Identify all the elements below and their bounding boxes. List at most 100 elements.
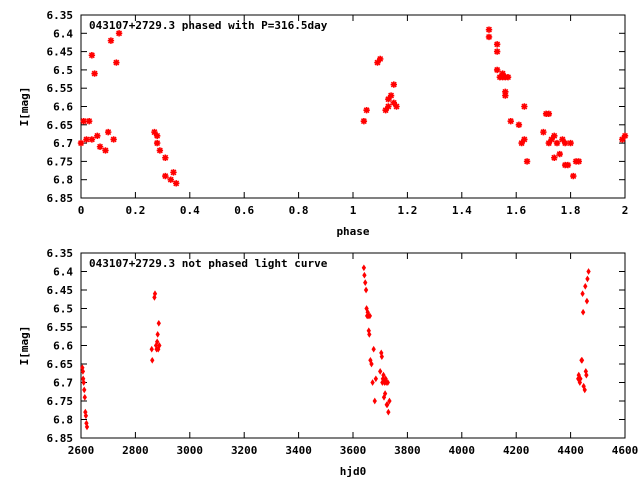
x-tick-label: 1 <box>350 204 357 217</box>
data-point <box>84 423 90 431</box>
data-point <box>360 117 368 125</box>
data-point <box>570 172 577 180</box>
data-point <box>385 379 390 386</box>
data-point <box>153 139 161 147</box>
data-point <box>561 139 569 147</box>
data-point <box>485 33 493 41</box>
data-point <box>110 136 117 143</box>
data-point <box>102 147 109 154</box>
data-point <box>515 121 523 128</box>
data-point <box>386 408 391 416</box>
data-point <box>575 158 582 165</box>
data-point <box>363 106 370 114</box>
data-point <box>82 393 87 401</box>
data-point <box>584 297 590 305</box>
y-tick-label: 6.75 <box>47 395 74 408</box>
x-tick-label: 1.2 <box>397 204 417 217</box>
y-tick-label: 6.35 <box>47 9 74 22</box>
data-point <box>551 132 558 139</box>
data-point <box>545 110 553 118</box>
data-point <box>107 37 115 44</box>
y-tick-label: 6.65 <box>47 119 74 132</box>
data-point <box>80 368 86 375</box>
data-point <box>83 412 89 420</box>
data-point <box>162 172 169 180</box>
data-point <box>576 371 581 379</box>
data-point <box>578 375 583 383</box>
unphased-light-curve-panel: 2600 2800 3000 3200 3400 3600 3800 4000 4200 4400… <box>18 247 638 478</box>
data-point <box>559 136 566 143</box>
data-point <box>582 386 587 394</box>
data-point <box>157 342 162 349</box>
x-tick-label: 2600 <box>68 444 95 457</box>
data-point <box>151 128 158 136</box>
data-point <box>149 345 154 353</box>
data-point <box>82 386 87 394</box>
data-point <box>370 379 375 386</box>
data-point <box>155 331 160 338</box>
data-point <box>80 117 87 125</box>
data-point <box>556 150 563 158</box>
data-point <box>85 117 93 125</box>
x-tick-label: 4600 <box>612 444 639 457</box>
y-tick-label: 6.7 <box>53 377 73 390</box>
data-point <box>167 176 174 183</box>
chart-title: 043107+2729.3 not phased light curve <box>89 257 328 270</box>
x-tick-label: 2 <box>622 204 629 217</box>
y-tick-label: 6.55 <box>47 321 74 334</box>
x-axis-label: phase <box>336 225 369 238</box>
x-tick-label: 3200 <box>231 444 258 457</box>
x-axis-label: hjd0 <box>340 465 367 478</box>
data-point <box>96 143 104 150</box>
data-point <box>621 132 629 139</box>
data-point <box>373 375 379 383</box>
y-tick-label: 6.4 <box>53 266 73 279</box>
data-point <box>361 264 367 272</box>
data-point <box>393 103 400 110</box>
data-point <box>369 360 374 368</box>
data-point <box>162 154 169 161</box>
data-point <box>584 371 589 379</box>
data-point <box>372 397 377 405</box>
data-point <box>553 139 561 147</box>
y-tick-label: 6.8 <box>53 174 73 187</box>
data-point <box>378 368 383 375</box>
data-point <box>521 103 528 110</box>
data-point <box>94 132 101 139</box>
y-tick-label: 6.6 <box>53 340 73 353</box>
data-point <box>156 319 161 327</box>
data-point <box>156 147 164 154</box>
data-point <box>113 59 120 66</box>
plot-frame <box>80 14 626 199</box>
x-tick-label: 3400 <box>285 444 312 457</box>
data-point <box>564 161 572 169</box>
data-point <box>382 390 388 397</box>
data-point <box>371 345 376 353</box>
data-point <box>81 379 86 386</box>
plot-frame <box>80 252 626 439</box>
data-point <box>363 279 368 286</box>
data-point <box>153 132 161 139</box>
data-point <box>493 41 501 48</box>
data-point <box>518 139 525 147</box>
data-point <box>521 136 528 143</box>
data-point <box>363 286 369 294</box>
y-tick-label: 6.65 <box>47 358 74 371</box>
y-tick-label: 6.45 <box>47 46 74 59</box>
data-point <box>387 397 392 405</box>
data-point <box>585 275 590 283</box>
x-tick-label: 4000 <box>449 444 476 457</box>
y-axis-label: I[mag] <box>18 87 31 127</box>
x-tick-label: 0.4 <box>180 204 200 217</box>
phased-light-curve-panel: 0 0.2 0.4 0.6 0.8 1 1.2 1.4 1.6 1.8 2 6.35 6.4 6.45 6.… <box>18 9 628 238</box>
data-point <box>502 92 509 99</box>
data-point <box>385 103 392 110</box>
data-point <box>362 271 367 279</box>
data-point <box>77 139 85 147</box>
data-point <box>374 59 381 66</box>
y-tick-label: 6.75 <box>47 155 74 168</box>
data-point <box>379 353 384 360</box>
chart-title: 043107+2729.3 phased with P=316.5day <box>89 19 328 32</box>
data-point <box>586 268 591 275</box>
